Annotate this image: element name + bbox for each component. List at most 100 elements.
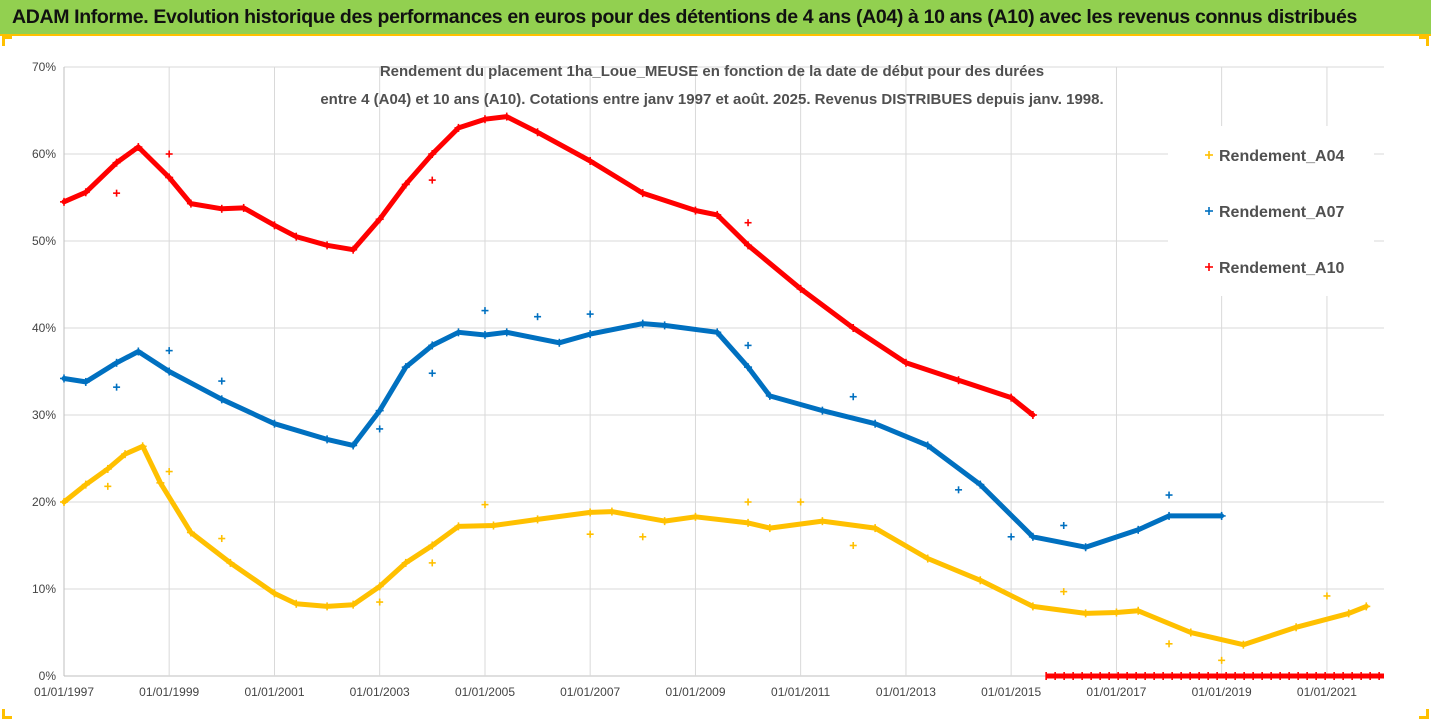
data-point — [660, 517, 669, 526]
data-point — [871, 524, 880, 533]
x-tick-label: 01/01/1999 — [139, 685, 199, 699]
data-point — [349, 245, 358, 254]
y-tick-label: 20% — [32, 495, 56, 509]
data-point — [112, 158, 121, 167]
corner-mark-bottom-left — [2, 709, 12, 719]
outlier-point — [104, 482, 112, 490]
outlier-point — [218, 535, 226, 543]
outlier-point — [428, 369, 436, 377]
data-point — [323, 241, 332, 250]
series-line — [61, 443, 1369, 648]
data-point — [60, 374, 68, 383]
data-point — [401, 558, 410, 567]
data-point — [292, 232, 301, 241]
corner-mark-top-right — [1419, 36, 1429, 46]
outlier-point — [113, 189, 121, 197]
outlier-point — [1165, 640, 1173, 648]
chart-title-line-1: Rendement du placement 1ha_Loue_MEUSE en… — [380, 63, 1044, 80]
outlier-point — [113, 383, 121, 391]
data-point — [375, 215, 384, 224]
data-point — [226, 558, 235, 567]
data-point — [103, 464, 112, 473]
outlier-point — [165, 347, 173, 355]
data-point — [165, 367, 174, 376]
outlier-point — [955, 486, 963, 494]
data-point — [81, 480, 90, 489]
data-point — [765, 391, 774, 400]
data-point — [502, 328, 511, 337]
grid-lines — [63, 66, 1384, 677]
data-point — [156, 478, 165, 487]
data-point — [323, 602, 332, 611]
y-tick-label: 0% — [39, 669, 57, 683]
data-point — [81, 188, 90, 197]
x-tick-label: 01/01/1997 — [34, 685, 94, 699]
data-point — [349, 441, 358, 450]
header-banner: ADAM Informe. Evolution historique des p… — [0, 0, 1431, 36]
data-point — [428, 541, 437, 550]
data-point — [292, 599, 301, 608]
x-tick-label: 01/01/2003 — [350, 685, 410, 699]
data-point — [1186, 628, 1195, 637]
y-tick-label: 10% — [32, 582, 56, 596]
banner-title: ADAM Informe. Evolution historique des p… — [12, 6, 1357, 28]
data-point — [270, 419, 279, 428]
data-point — [454, 522, 463, 531]
x-tick-label: 01/01/2001 — [244, 685, 304, 699]
data-point — [239, 203, 248, 212]
data-point — [270, 221, 279, 230]
outlier-point — [744, 498, 752, 506]
data-point — [1028, 532, 1037, 541]
legend-marker — [1205, 207, 1213, 215]
data-point — [134, 347, 143, 356]
data-point — [533, 515, 542, 524]
data-point — [976, 480, 985, 489]
data-point — [1028, 411, 1037, 419]
data-point — [1007, 393, 1016, 402]
series-rendement-a10 — [60, 112, 1384, 680]
data-point — [744, 241, 753, 250]
chart-title-line-2: entre 4 (A04) et 10 ans (A10). Cotations… — [320, 91, 1103, 108]
x-tick-label: 01/01/2021 — [1297, 685, 1357, 699]
data-point — [217, 204, 226, 213]
x-tick-label: 01/01/2011 — [771, 685, 830, 699]
data-point — [1217, 511, 1226, 520]
data-point — [349, 600, 358, 609]
series-rendement-a04 — [60, 442, 1371, 664]
corner-mark-bottom-right — [1419, 709, 1429, 719]
data-point — [81, 377, 90, 386]
outlier-point — [481, 307, 489, 315]
data-point — [871, 419, 880, 428]
outlier-point — [165, 150, 173, 158]
data-point — [1344, 609, 1353, 618]
x-tick-label: 01/01/2005 — [455, 685, 515, 699]
outlier-point — [481, 501, 489, 509]
data-point — [323, 435, 332, 444]
outlier-point — [797, 498, 805, 506]
data-point — [744, 363, 753, 372]
legend-label: Rendement_A07 — [1219, 204, 1344, 221]
y-tick-label: 50% — [32, 234, 56, 248]
data-point — [1239, 640, 1248, 649]
data-point — [186, 528, 195, 537]
data-point — [428, 150, 437, 158]
data-point — [691, 206, 700, 215]
outlier-point — [586, 310, 594, 318]
data-point — [954, 376, 963, 385]
data-point — [217, 395, 226, 404]
series-rendement-a07 — [60, 307, 1226, 552]
x-tick-label: 01/01/2009 — [665, 685, 725, 699]
x-tick-label: 01/01/2013 — [876, 685, 936, 699]
series-line — [61, 114, 1036, 418]
x-tick-label: 01/01/2017 — [1086, 685, 1146, 699]
legend: Rendement_A04 Rendement_A07 Rendement_A10 — [1168, 126, 1374, 296]
data-point — [138, 442, 147, 451]
data-point — [713, 210, 722, 219]
y-tick-label: 60% — [32, 147, 56, 161]
x-tick-label: 01/01/2015 — [981, 685, 1041, 699]
legend-label: Rendement_A04 — [1219, 148, 1344, 165]
data-point — [121, 450, 130, 459]
outlier-point — [1060, 521, 1068, 529]
